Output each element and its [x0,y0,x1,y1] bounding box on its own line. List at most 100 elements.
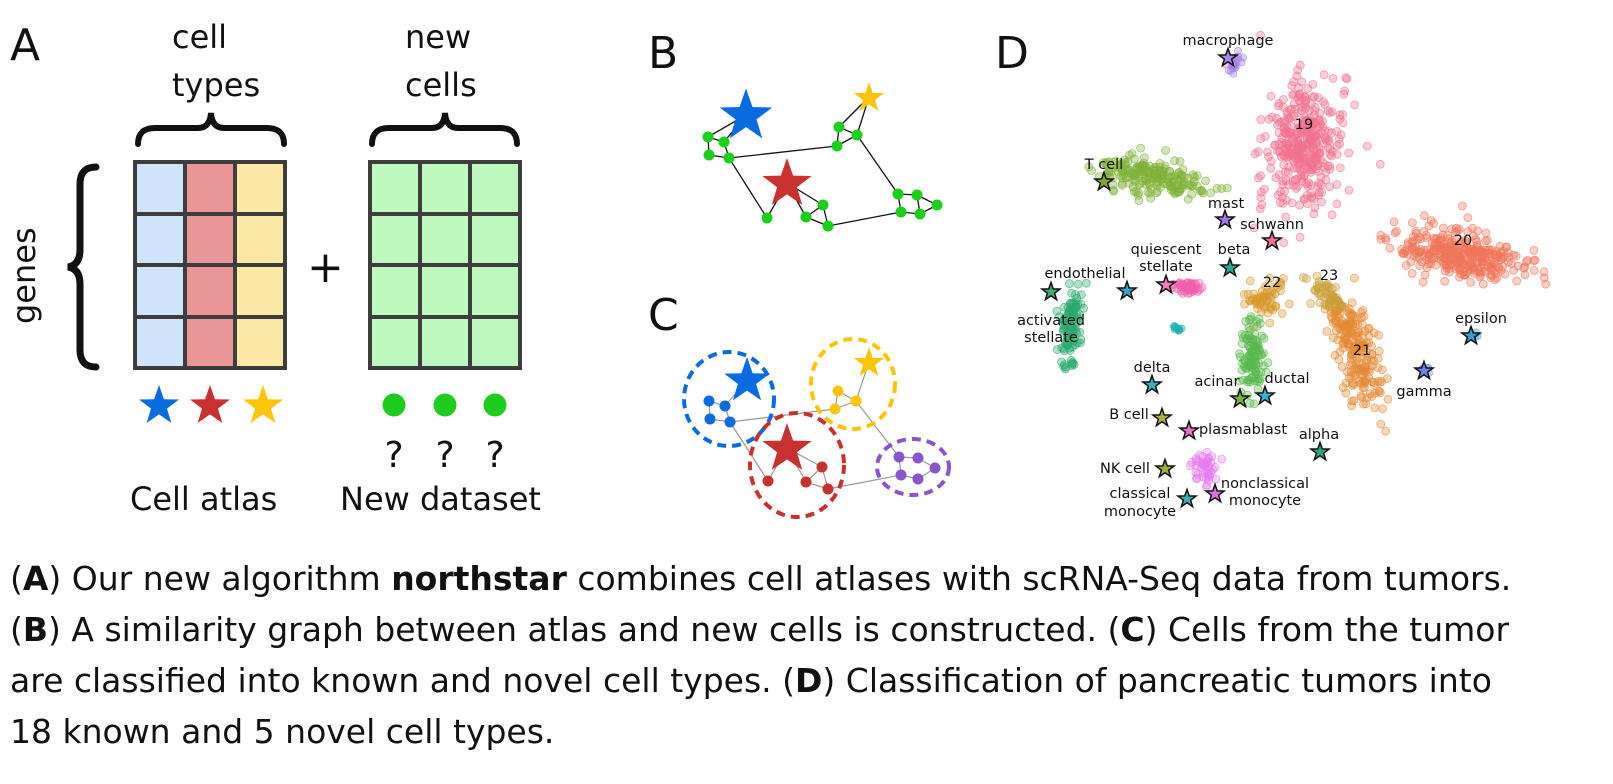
caption-text-1a: Our new algorithm [61,559,392,598]
label-quiescent-2: stellate [1139,259,1193,275]
caption-northstar: northstar [391,559,567,598]
cluster-23-points [1299,271,1347,312]
panel-a: A cell types new cells genes + [5,18,541,518]
alpha-star-icon [1310,441,1330,461]
acinar-points [1235,312,1273,409]
caption-ref-d: D [795,661,823,700]
nk-cell-star-icon [1155,458,1175,478]
plus-sign: + [307,242,344,293]
red-cluster-outline [748,411,846,519]
label-beta: beta [1218,242,1251,258]
cell-atlas-matrix [133,160,287,370]
blue-cluster-nodes [703,395,736,428]
purple-cluster-outline [875,437,951,497]
new-cells-header-line1: new [405,18,471,56]
cluster-21a-points [1322,273,1393,436]
figure-canvas: A cell types new cells genes + [5,18,1551,520]
plasmablast-star-icon [1179,420,1199,440]
genes-brace [67,163,100,371]
new-cell-dot-2 [433,393,457,417]
graph-yellow-star-icon [853,82,885,111]
genes-label: genes [5,227,43,324]
label-alpha: alpha [1299,427,1339,443]
new-dataset-matrix [368,160,522,370]
cell-types-brace [135,112,287,147]
label-endothelial: endothelial [1045,266,1126,282]
label-activated-2: stellate [1024,330,1078,346]
caption-ref-c: C [1120,610,1145,649]
panel-c-letter: C [648,290,679,341]
schwann-star-icon [1262,230,1282,250]
caption-text-2b: ) Cells from the tumor [1144,610,1510,649]
panel-a-letter: A [10,20,40,71]
mast-star-icon [1215,209,1235,229]
label-schwann: schwann [1240,217,1304,233]
panel-d-letter: D [995,28,1029,79]
activated-stellate-points [1052,278,1091,374]
label-ductal: ductal [1265,371,1310,387]
label-macrophage: macrophage [1183,33,1274,49]
label-delta: delta [1134,360,1171,376]
label-cluster-21: 21 [1353,343,1371,359]
panel-b: B [648,28,943,232]
label-classical-1: classical [1110,486,1171,502]
new-cells-brace [369,112,520,147]
question-mark-3: ? [485,435,504,476]
label-cluster-19: 19 [1295,117,1313,133]
new-cell-dot-3 [483,393,507,417]
endothelial-star-icon [1117,280,1137,300]
caption-line-4: 18 known and 5 novel cell types. [10,706,1610,757]
label-gamma: gamma [1396,384,1451,400]
label-classical-2: monocyte [1104,504,1176,520]
yellow-cluster-nodes [829,385,862,415]
delta-star-icon [1142,374,1162,394]
beta-star-icon [1220,257,1240,277]
cell-types-header-line1: cell [172,18,227,56]
tsne-scatter [1052,30,1551,492]
label-nonclassical-2: monocyte [1229,493,1301,509]
caption-ref-a: A [22,559,49,598]
teal-group-points [1170,321,1186,335]
label-acinar: acinar [1195,374,1240,390]
red-star-icon [190,385,230,423]
cluster-20-points [1376,201,1551,289]
blue-star-icon [139,385,179,423]
label-nk-cell: NK cell [1100,461,1150,477]
cluster-19-points [1221,30,1385,248]
caption-text-1b: combines cell atlases with scRNA-Seq dat… [566,559,1512,598]
classical-monocyte-star-icon [1177,488,1197,508]
label-b-cell: B cell [1109,407,1149,423]
cluster-22-points [1239,273,1294,331]
label-activated-1: activated [1017,313,1085,329]
question-mark-2: ? [435,435,454,476]
cluster-blue-star-icon [724,357,770,401]
caption-text-4: 18 known and 5 novel cell types. [10,712,555,751]
cell-types-header-line2: types [172,66,260,104]
caption-line-2: (B) A similarity graph between atlas and… [10,610,1510,649]
label-mast: mast [1208,196,1245,212]
figure-caption: (A) Our new algorithm northstar combines… [10,553,1610,757]
label-cluster-20: 20 [1454,233,1472,249]
new-cell-dot-1 [382,393,406,417]
graph-red-star-icon [762,158,812,206]
panel-b-letter: B [648,28,678,79]
b-cell-star-icon [1152,407,1172,427]
label-quiescent-1: quiescent [1131,242,1202,258]
label-cluster-23: 23 [1320,268,1338,284]
label-nonclassical-1: nonclassical [1221,476,1309,492]
nonclassical-monocyte-points [1186,447,1227,492]
panel-c: C [648,290,951,519]
graph-nodes [702,121,943,232]
label-epsilon: epsilon [1455,311,1507,327]
yellow-cluster-outline [809,337,897,431]
caption-line-3: are classified into known and novel cell… [10,655,1610,706]
label-plasmablast: plasmablast [1199,422,1287,438]
cell-atlas-label: Cell atlas [130,480,277,518]
red-cluster-nodes [762,461,834,495]
yellow-star-icon [243,385,283,423]
cell-type-labels: macrophage T cell mast schwann quiescent… [1017,33,1507,520]
purple-cluster-nodes [893,451,941,485]
caption-text-3a: are classified into known and novel cell… [10,661,795,700]
question-mark-1: ? [384,435,403,476]
caption-line-1: (A) Our new algorithm northstar combines… [10,559,1512,598]
